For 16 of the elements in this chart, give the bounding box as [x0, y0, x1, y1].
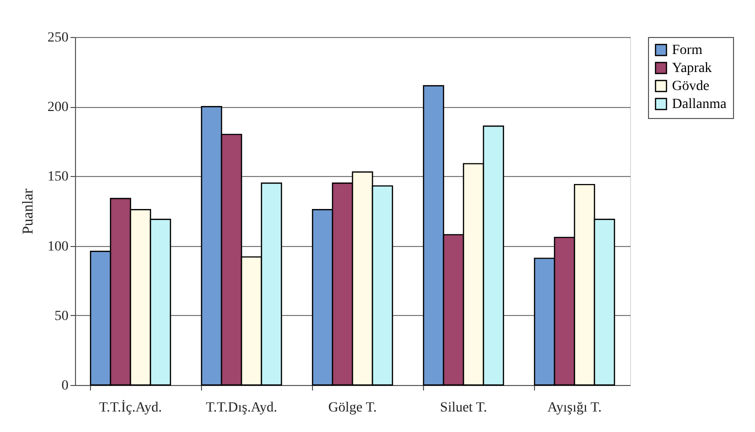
x-tick-label: Siluet T. [440, 400, 487, 416]
legend-label: Form [672, 43, 702, 58]
x-tick-label: Gölge T. [328, 400, 377, 416]
x-tick-label: T.T.İç.Ayd. [99, 400, 162, 416]
legend-label: Dallanma [672, 97, 728, 112]
x-tick-label: Ayışığı T. [547, 400, 602, 416]
legend-label: Gövde [672, 79, 710, 94]
y-tick-label: 150 [48, 170, 68, 185]
y-tick-label: 50 [54, 308, 68, 324]
y-tick-label: 100 [48, 239, 68, 254]
y-tick-label: 0 [62, 378, 68, 394]
y-tick-label: 200 [48, 100, 68, 116]
x-tick-label: T.T.Dış.Ayd. [206, 400, 278, 416]
y-axis-title: Puanlar [20, 188, 36, 234]
y-tick-label: 250 [48, 30, 68, 46]
legend-label: Yaprak [672, 61, 712, 76]
